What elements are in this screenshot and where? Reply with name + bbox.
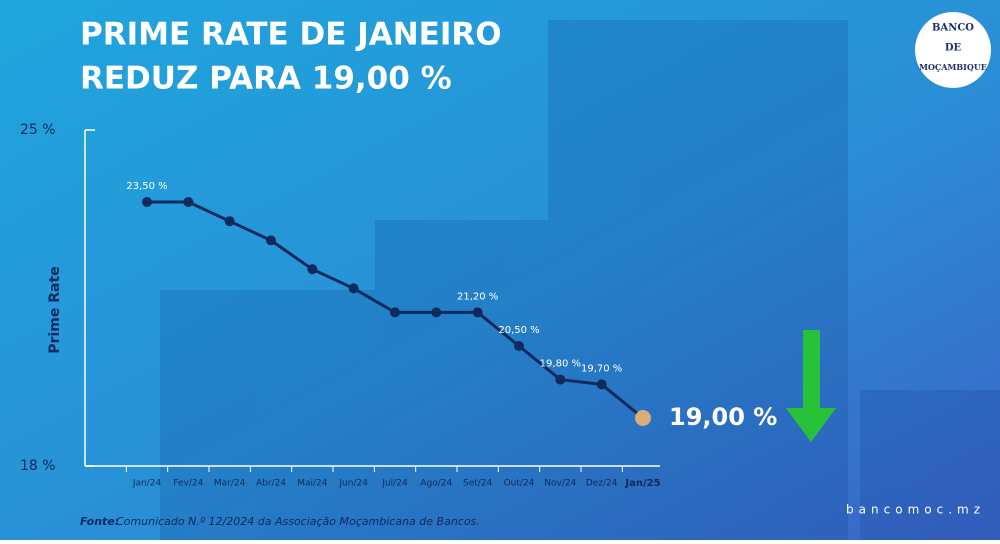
logo-text: DE — [945, 43, 962, 54]
logo-text: MOÇAMBIQUE — [919, 62, 987, 72]
down-arrow — [786, 330, 836, 442]
point — [142, 197, 152, 207]
x-tick-label: Jan/25 — [624, 478, 660, 489]
x-tick-label: Abr/24 — [256, 479, 286, 489]
point — [390, 307, 400, 318]
x-tick-label: Jul/24 — [381, 479, 408, 489]
website: bancomoc.mz — [846, 503, 985, 517]
source-label: Fonte: — [80, 515, 119, 528]
point — [348, 283, 359, 294]
point — [555, 374, 566, 385]
point — [266, 235, 276, 246]
x-tick-label: Fev/24 — [173, 479, 203, 489]
y-tick-label: 25 % — [20, 122, 56, 138]
x-tick-label: Ago/24 — [420, 479, 452, 489]
x-tick-label: Mar/24 — [214, 479, 246, 489]
title-line: REDUZ PARA 19,00 % — [80, 61, 452, 97]
point — [635, 410, 651, 426]
value-label: 21,20 % — [457, 291, 498, 302]
value-label-highlight: 19,00 % — [669, 403, 777, 431]
point — [307, 264, 318, 275]
buildings — [160, 20, 1000, 540]
point — [596, 379, 607, 390]
logo — [915, 12, 991, 88]
x-tick-label: Dez/24 — [586, 479, 618, 489]
x-tick-label: Jun/24 — [338, 479, 368, 489]
point — [431, 307, 442, 318]
x-tick-label: Mai/24 — [297, 479, 328, 489]
point — [224, 216, 235, 227]
y-tick-label: 18 % — [20, 458, 56, 474]
x-tick-label: Set/24 — [463, 479, 493, 489]
value-label: 23,50 % — [126, 181, 167, 192]
title-line: PRIME RATE DE JANEIRO — [80, 17, 502, 53]
point — [472, 307, 483, 318]
value-label: 20,50 % — [498, 325, 539, 336]
logo-text: BANCO — [932, 23, 974, 34]
x-tick-label: Out/24 — [504, 479, 535, 489]
y-axis-label: Prime Rate — [47, 266, 63, 353]
value-label: 19,80 % — [540, 359, 581, 370]
value-label: 19,70 % — [581, 363, 622, 374]
x-tick-label: Nov/24 — [544, 479, 576, 489]
point — [183, 197, 194, 207]
source: Comunicado N.º 12/2024 da Associação Moç… — [116, 515, 480, 528]
x-tick-label: Jan/24 — [132, 479, 162, 489]
point — [514, 341, 524, 351]
